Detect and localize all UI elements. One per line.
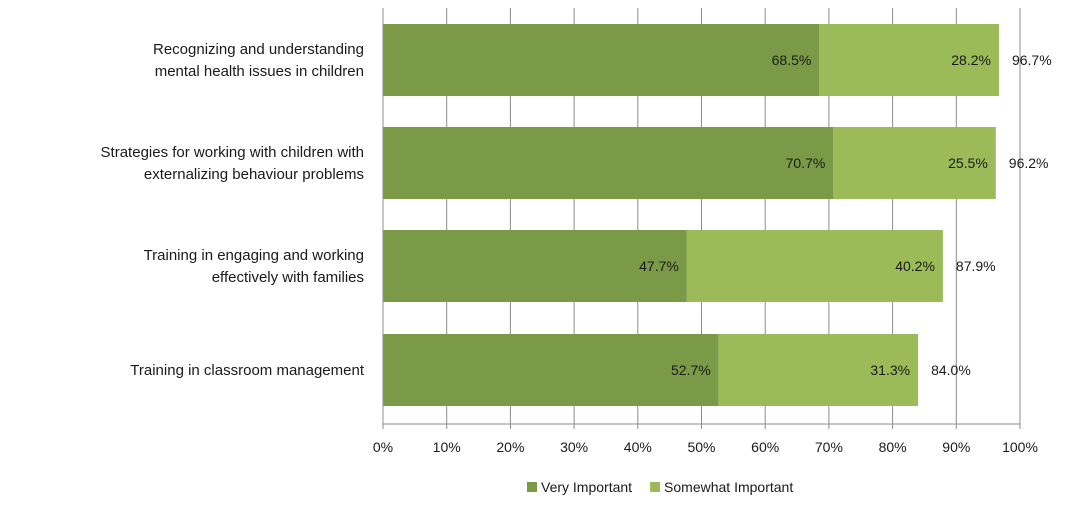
bar-somewhat-important [833, 127, 996, 199]
bars [383, 24, 999, 406]
x-tick-label: 100% [1002, 439, 1038, 455]
x-tick-label: 90% [942, 439, 970, 455]
bar-somewhat-important [718, 334, 919, 406]
data-label-very-important: 70.7% [786, 155, 826, 171]
x-tick-label: 80% [879, 439, 907, 455]
x-tick-label: 0% [373, 439, 393, 455]
total-label: 84.0% [931, 362, 971, 378]
category-label: effectively with families [212, 269, 364, 286]
legend-swatch-very-important [527, 482, 537, 492]
bar-very-important [383, 24, 820, 96]
legend-label-somewhat-important: Somewhat Important [664, 479, 793, 495]
category-label: Strategies for working with children wit… [101, 144, 364, 161]
bar-very-important [383, 127, 834, 199]
total-label: 87.9% [956, 258, 996, 274]
x-tick-label: 30% [560, 439, 588, 455]
legend: Very Important Somewhat Important [527, 479, 793, 495]
total-label: 96.7% [1012, 52, 1052, 68]
x-axis: 0% 10% 20% 30% 40% 50% 60% 70% 80% 90% 100% [373, 8, 1038, 455]
category-label: externalizing behaviour problems [144, 166, 364, 183]
bar-very-important [383, 334, 719, 406]
legend-swatch-somewhat-important [650, 482, 661, 492]
category-label: Training in engaging and working [144, 247, 364, 264]
total-label: 96.2% [1009, 155, 1049, 171]
category-label: mental health issues in children [155, 63, 364, 80]
data-label-somewhat-important: 25.5% [948, 155, 988, 171]
data-label-somewhat-important: 40.2% [895, 258, 935, 274]
category-labels: Recognizing and understanding mental heal… [101, 41, 365, 379]
category-label: Recognizing and understanding [153, 41, 364, 58]
data-label-very-important: 68.5% [772, 52, 812, 68]
x-tick-label: 10% [433, 439, 461, 455]
data-label-somewhat-important: 31.3% [870, 362, 910, 378]
category-label: Training in classroom management [130, 362, 365, 379]
x-tick-label: 20% [496, 439, 524, 455]
data-label-very-important: 52.7% [671, 362, 711, 378]
legend-label-very-important: Very Important [541, 479, 632, 495]
bar-somewhat-important [819, 24, 999, 96]
bar-somewhat-important [686, 230, 943, 302]
bar-very-important [383, 230, 687, 302]
x-tick-label: 40% [624, 439, 652, 455]
x-tick-label: 70% [815, 439, 843, 455]
data-label-somewhat-important: 28.2% [951, 52, 991, 68]
labels: 68.5% 28.2% 96.7% 70.7% 25.5% 96.2% 47.7% 40.2%… [639, 52, 1052, 378]
x-tick-label: 50% [687, 439, 715, 455]
data-label-very-important: 47.7% [639, 258, 679, 274]
x-tick-label: 60% [751, 439, 779, 455]
